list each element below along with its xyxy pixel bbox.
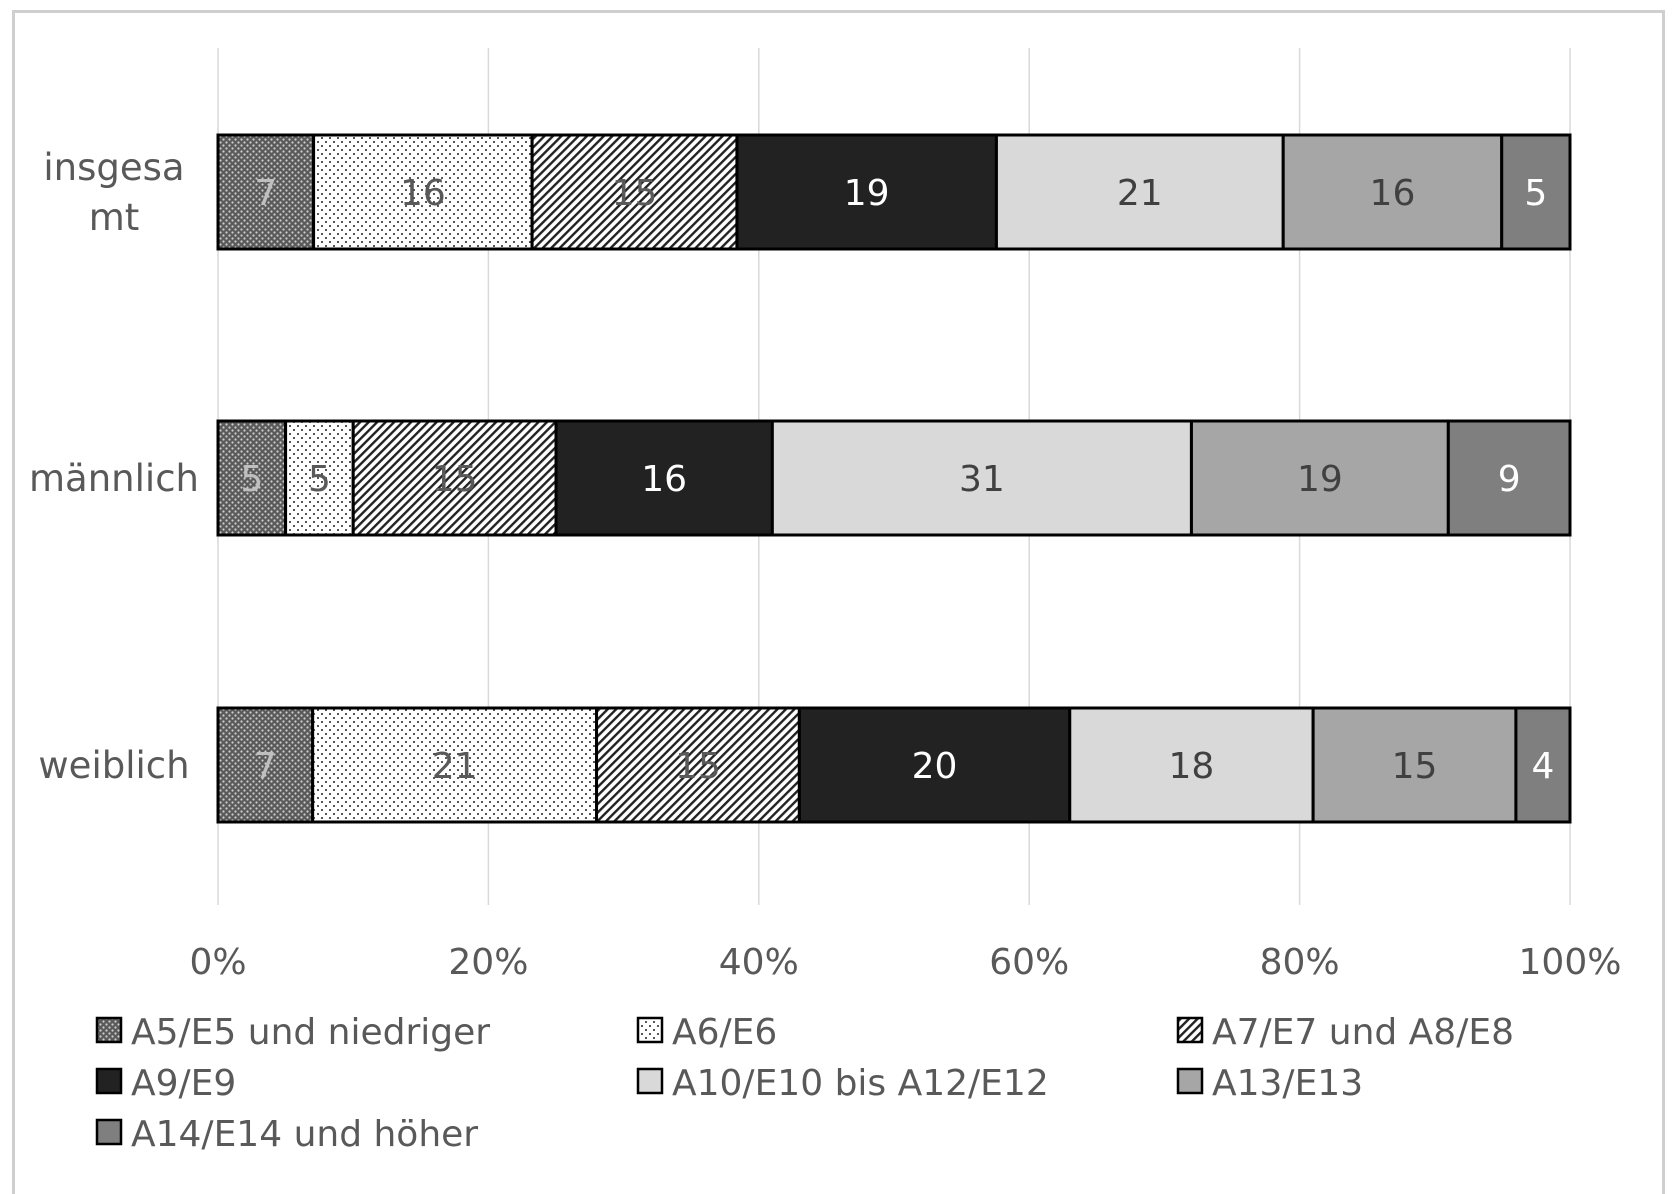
data-label: 21 [1117, 173, 1163, 214]
bar-segment [312, 133, 534, 251]
data-label: 16 [1370, 173, 1416, 214]
legend-label: A5/E5 und niedriger [131, 1012, 490, 1053]
data-label: 15 [1392, 746, 1438, 787]
legend-label: A10/E10 bis A12/E12 [672, 1063, 1049, 1104]
data-label: 15 [675, 746, 721, 787]
bar-segment [284, 419, 355, 537]
data-label: 4 [1532, 746, 1555, 787]
bar-segment [216, 419, 288, 537]
bar-segment [351, 419, 558, 537]
bar-segment [1514, 706, 1572, 824]
legend-label: A6/E6 [672, 1012, 777, 1053]
x-tick-label: 80% [1260, 942, 1340, 983]
legend-item: A9/E9 [95, 1063, 236, 1104]
bar-segment [1500, 133, 1572, 251]
bar-segment [216, 706, 315, 824]
x-axis-ticks: 0% 20% 40% 60% 80% 100% [189, 942, 1621, 983]
data-label: 9 [1498, 459, 1521, 500]
legend: A5/E5 und niedriger A6/E6 A7/E7 und A8/E8 A… [95, 1012, 1514, 1155]
legend-swatch [95, 1067, 123, 1095]
bar-segment [994, 133, 1285, 251]
data-label: 15 [432, 459, 478, 500]
bar-segment [1281, 133, 1504, 251]
data-label: 16 [400, 173, 446, 214]
bar-segment [735, 133, 998, 251]
data-label: 16 [641, 459, 687, 500]
x-tick-label: 20% [448, 942, 528, 983]
bar-group: 7 16 15 19 21 16 5 [216, 133, 1572, 251]
x-tick-label: 100% [1519, 942, 1622, 983]
data-label: 5 [1524, 173, 1547, 214]
bar-segment [1189, 419, 1450, 537]
legend-label: A14/E14 und höher [131, 1114, 478, 1155]
bar-segment [530, 133, 739, 251]
bar-segment [554, 419, 774, 537]
legend-item: A6/E6 [636, 1012, 777, 1053]
data-label: 7 [254, 173, 277, 214]
bar-group: 5 5 15 16 31 19 9 [216, 419, 1572, 537]
bar-segment [1311, 706, 1518, 824]
x-tick-label: 0% [189, 942, 246, 983]
legend-item: A10/E10 bis A12/E12 [636, 1063, 1049, 1104]
data-label: 19 [1297, 459, 1343, 500]
data-label: 5 [240, 459, 263, 500]
legend-swatch [1176, 1016, 1204, 1044]
legend-swatch [636, 1016, 664, 1044]
data-label: 5 [308, 459, 331, 500]
bar-group: 7 21 15 20 18 15 4 [216, 706, 1572, 824]
legend-label: A13/E13 [1212, 1063, 1363, 1104]
legend-swatch [95, 1016, 123, 1044]
legend-label: A7/E7 und A8/E8 [1212, 1012, 1514, 1053]
data-label: 18 [1169, 746, 1215, 787]
bar-segment [797, 706, 1072, 824]
category-label: männlich [29, 457, 199, 500]
legend-swatch [95, 1118, 123, 1146]
legend-item: A14/E14 und höher [95, 1114, 478, 1155]
bar-segment [1446, 419, 1572, 537]
bar-segment [1068, 706, 1315, 824]
legend-item: A13/E13 [1176, 1063, 1363, 1104]
bar-segment [595, 706, 801, 824]
category-label: weiblich [38, 744, 189, 787]
data-label: 19 [844, 173, 890, 214]
legend-label: A9/E9 [131, 1063, 236, 1104]
data-label: 20 [912, 746, 958, 787]
bars: 7 16 15 19 21 16 5 5 5 15 16 31 19 9 7 21 15 20 18 15 4 [216, 133, 1572, 824]
x-tick-label: 60% [989, 942, 1069, 983]
data-label: 7 [254, 746, 277, 787]
legend-swatch [636, 1067, 664, 1095]
legend-item: A5/E5 und niedriger [95, 1012, 490, 1053]
data-label: 21 [432, 746, 478, 787]
bar-segment [770, 419, 1193, 537]
data-label: 15 [612, 173, 658, 214]
legend-item: A7/E7 und A8/E8 [1176, 1012, 1514, 1053]
bar-segment [311, 706, 599, 824]
x-tick-label: 40% [719, 942, 799, 983]
category-labels: insgesa mt männlich weiblich [29, 146, 199, 787]
legend-swatch [1176, 1067, 1204, 1095]
data-label: 31 [959, 459, 1005, 500]
category-label: insgesa mt [43, 146, 184, 239]
